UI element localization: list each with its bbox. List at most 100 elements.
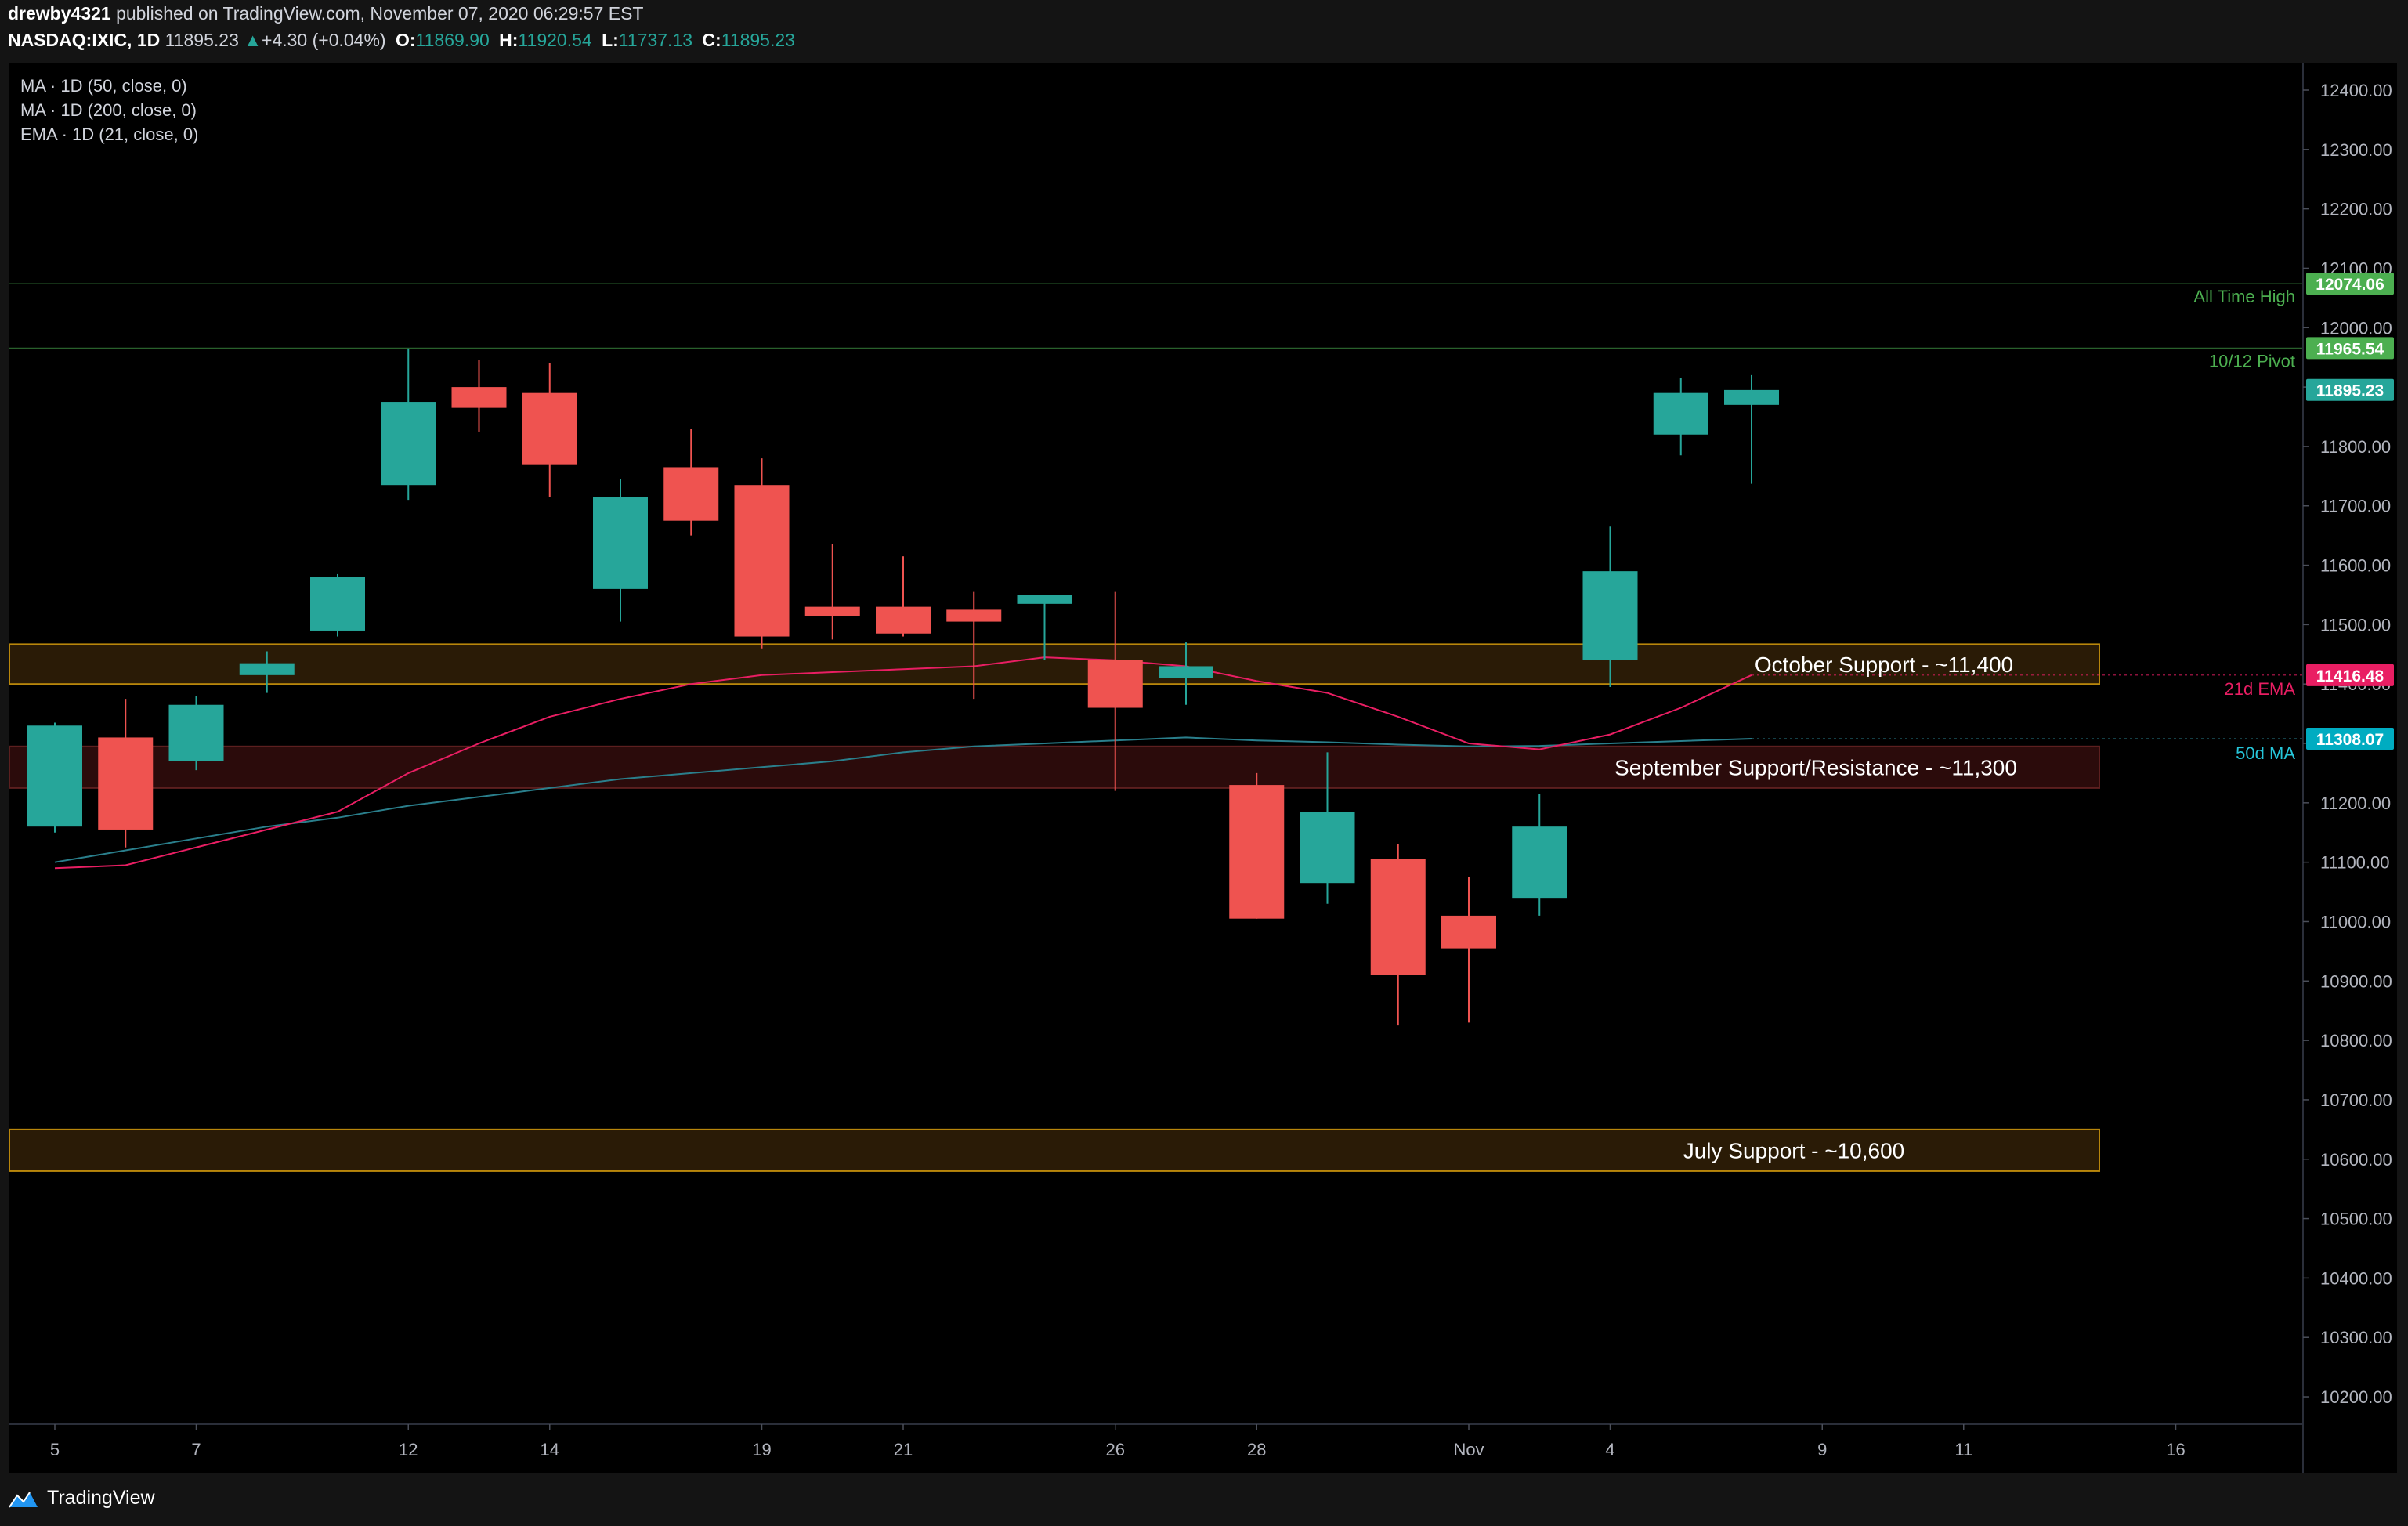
author-name[interactable]: drewby4321 xyxy=(8,3,111,24)
candle-body xyxy=(98,737,154,830)
time-axis[interactable]: 5 7 12 14 19 21 26 28 Nov 4 9 11 16 xyxy=(50,1424,2186,1459)
price-tick-label: 12400.00 xyxy=(2320,81,2392,100)
candle-body xyxy=(1087,660,1143,708)
candle xyxy=(451,360,507,432)
candle xyxy=(381,348,436,501)
price-tick-label: 12000.00 xyxy=(2320,318,2392,338)
candle-body xyxy=(381,402,436,486)
horizontal-levels: All Time High 10/12 Pivot xyxy=(9,283,2303,371)
candle xyxy=(1087,591,1143,791)
price-tick-label: 11700.00 xyxy=(2320,497,2391,516)
ma-price-badge: 11308.07 xyxy=(2316,731,2384,749)
indicator-lines: 21d EMA 50d MA xyxy=(54,656,2303,870)
candlestick-chart[interactable]: All Time High 10/12 Pivot 21d EMA 50d MA O… xyxy=(0,61,2408,1476)
candle xyxy=(804,544,860,640)
zone-label-1: October Support - ~11,400 xyxy=(1755,653,2013,677)
time-tick-label: 9 xyxy=(1817,1440,1827,1459)
ma-price-badge-bg xyxy=(2306,727,2394,750)
candle-body xyxy=(1724,389,1779,405)
candle-body xyxy=(1300,812,1355,884)
candle-body xyxy=(310,577,365,631)
candle xyxy=(593,479,648,622)
support-zone-3 xyxy=(9,1128,2100,1172)
candle xyxy=(27,722,82,833)
pivot-price-badge: 11965.54 xyxy=(2316,340,2384,358)
ma50-label: 50d MA xyxy=(2236,743,2295,763)
ma50-line xyxy=(54,736,1752,863)
symbol-info: NASDAQ:IXIC, 1D 11895.23 ▲+4.30 (+0.04%)… xyxy=(8,30,795,51)
time-tick-label: Nov xyxy=(1453,1440,1484,1459)
open-label: O: xyxy=(395,30,416,50)
time-tick-label: 21 xyxy=(894,1440,913,1459)
low-label: L: xyxy=(602,30,619,50)
symbol-name[interactable]: NASDAQ:IXIC, 1D xyxy=(8,30,161,50)
candle xyxy=(310,573,365,637)
candle-body xyxy=(1159,666,1213,678)
pivot-price-badge-bg xyxy=(2306,337,2394,360)
price-tick-label: 10700.00 xyxy=(2320,1090,2392,1110)
time-tick-label: 19 xyxy=(752,1440,771,1459)
candle-body xyxy=(734,485,790,637)
candle xyxy=(168,696,224,771)
zone-labels: October Support - ~11,400 September Suppo… xyxy=(1614,653,2017,1163)
candle-body xyxy=(1653,392,1708,435)
candle xyxy=(1159,642,1213,705)
candle xyxy=(1582,526,1638,687)
price-tick-label: 10600.00 xyxy=(2320,1150,2392,1170)
time-tick-label: 11 xyxy=(1954,1440,1972,1459)
price-tick-label: 11600.00 xyxy=(2320,556,2391,576)
change-arrow-icon: ▲ xyxy=(244,30,262,50)
indicator-legend-item[interactable]: MA · 1D (50, close, 0) xyxy=(20,76,187,96)
candle-body xyxy=(451,387,507,408)
candle-body xyxy=(1582,571,1638,660)
candle xyxy=(1229,772,1285,919)
candle-body xyxy=(27,725,82,827)
level-label-1: All Time High xyxy=(2193,287,2295,306)
support-zones xyxy=(9,643,2100,1172)
time-tick-label: 7 xyxy=(191,1440,201,1459)
chart-header: drewby4321 published on TradingView.com,… xyxy=(0,0,2408,60)
price-tick-label: 10900.00 xyxy=(2320,971,2392,991)
candle-body xyxy=(1370,859,1426,975)
candle-body xyxy=(168,704,224,761)
candle xyxy=(734,458,790,649)
last-price-value: 11895.23 xyxy=(165,30,239,50)
ema21-line xyxy=(54,656,1752,870)
indicator-legend-item[interactable]: MA · 1D (200, close, 0) xyxy=(20,100,197,120)
low-value: 11737.13 xyxy=(618,30,693,50)
time-tick-label: 28 xyxy=(1247,1440,1266,1459)
candle xyxy=(1300,752,1355,904)
price-tick-label: 11100.00 xyxy=(2320,853,2390,873)
brand-name: TradingView xyxy=(47,1487,155,1509)
candle-body xyxy=(663,467,719,521)
ath-price-badge-bg xyxy=(2306,273,2394,295)
candle xyxy=(1653,378,1708,456)
candle-body xyxy=(876,606,931,634)
ath-price-badge: 12074.06 xyxy=(2316,276,2384,294)
candle xyxy=(663,429,719,536)
tradingview-brand[interactable]: TradingView xyxy=(8,1487,155,1510)
ema-price-badge: 11416.48 xyxy=(2316,667,2384,685)
open-value: 11869.90 xyxy=(415,30,490,50)
candle xyxy=(1370,844,1426,1026)
candle-body xyxy=(1512,826,1567,899)
price-tick-label: 10500.00 xyxy=(2320,1210,2392,1229)
candle-body xyxy=(1441,915,1496,949)
time-tick-label: 12 xyxy=(399,1440,418,1459)
candle xyxy=(876,556,931,637)
indicator-legend[interactable]: MA · 1D (50, close, 0) MA · 1D (200, clos… xyxy=(20,76,198,144)
candle xyxy=(522,363,577,497)
candle xyxy=(239,651,295,693)
indicator-legend-item[interactable]: EMA · 1D (21, close, 0) xyxy=(20,125,198,144)
candle-body xyxy=(1017,595,1072,604)
high-label: H: xyxy=(499,30,519,50)
last-price-badge: 11895.23 xyxy=(2316,382,2384,400)
ema21-label: 21d EMA xyxy=(2225,679,2296,699)
price-tick-label: 11200.00 xyxy=(2320,794,2391,813)
candle xyxy=(1512,794,1567,916)
time-tick-label: 4 xyxy=(1605,1440,1614,1459)
candle xyxy=(946,591,1002,700)
last-price-badge-bg xyxy=(2306,378,2394,401)
zone-label-3: July Support - ~10,600 xyxy=(1683,1138,1905,1163)
time-tick-label: 5 xyxy=(50,1440,60,1459)
